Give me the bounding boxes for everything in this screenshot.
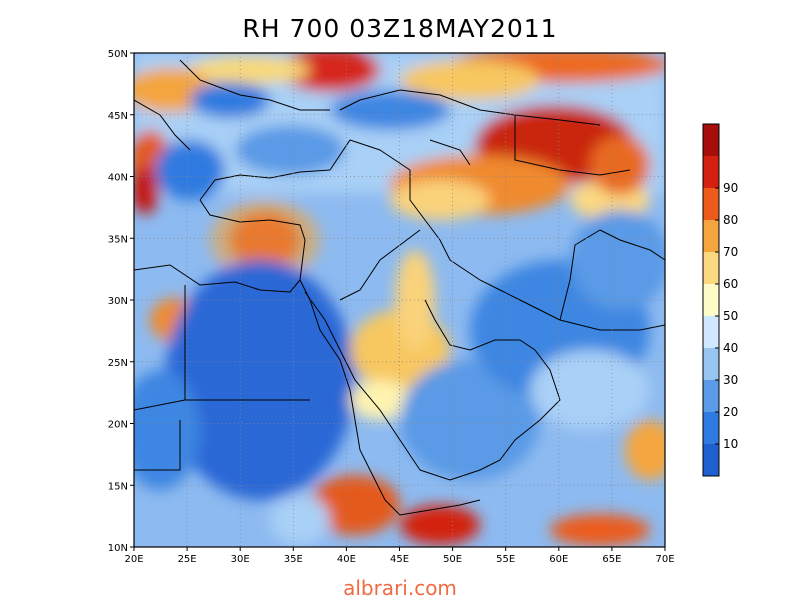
colorbar-segment xyxy=(703,412,719,444)
colorbar-label-20: 20 xyxy=(723,405,738,419)
humidity-field xyxy=(134,53,665,547)
lat-label-15N: 15N xyxy=(108,481,128,492)
lat-label-40N: 40N xyxy=(108,173,128,184)
longitude-labels: 20E 25E 30E 35E 40E 45E 50E 55E 60E 65E 70E xyxy=(124,547,675,565)
colorbar-segment xyxy=(703,220,719,252)
lon-label-50E: 50E xyxy=(443,554,462,565)
lon-label-20E: 20E xyxy=(124,554,143,565)
lon-label-40E: 40E xyxy=(337,554,356,565)
latitude-labels: 50N 45N 40N 35N 30N 25N 20N 15N 10N xyxy=(108,49,134,554)
colorbar-segment xyxy=(703,380,719,412)
colorbar-label-70: 70 xyxy=(723,245,738,259)
lat-label-25N: 25N xyxy=(108,358,128,369)
lat-label-50N: 50N xyxy=(108,49,128,60)
colorbar-label-30: 30 xyxy=(723,373,738,387)
colorbar-segment xyxy=(703,252,719,284)
lat-label-35N: 35N xyxy=(108,234,128,245)
colorbar-frame xyxy=(702,123,720,477)
colorbar-label-50: 50 xyxy=(723,309,738,323)
lon-label-70E: 70E xyxy=(655,554,674,565)
colorbar-segment xyxy=(703,188,719,220)
colorbar: 90 80 70 60 50 40 30 20 10 xyxy=(702,123,738,477)
colorbar-segment xyxy=(703,348,719,380)
colorbar-segment xyxy=(703,124,719,156)
map-title: RH 700 03Z18MAY2011 xyxy=(242,14,558,43)
colorbar-segment xyxy=(703,316,719,348)
lon-label-30E: 30E xyxy=(231,554,250,565)
colorbar-label-90: 90 xyxy=(723,181,738,195)
lon-label-60E: 60E xyxy=(549,554,568,565)
colorbar-segment xyxy=(703,284,719,316)
watermark-text: albrari.com xyxy=(343,576,457,600)
lat-label-20N: 20N xyxy=(108,420,128,431)
colorbar-label-60: 60 xyxy=(723,277,738,291)
lon-label-25E: 25E xyxy=(178,554,197,565)
lon-label-35E: 35E xyxy=(284,554,303,565)
colorbar-segment xyxy=(703,156,719,188)
graticule xyxy=(134,53,665,547)
colorbar-segment xyxy=(703,444,719,476)
lat-label-10N: 10N xyxy=(108,543,128,554)
lon-label-65E: 65E xyxy=(602,554,621,565)
colorbar-label-80: 80 xyxy=(723,213,738,227)
colorbar-label-40: 40 xyxy=(723,341,738,355)
lon-label-45E: 45E xyxy=(390,554,409,565)
coastlines xyxy=(134,59,665,516)
colorbar-label-10: 10 xyxy=(723,437,738,451)
lat-label-45N: 45N xyxy=(108,111,128,122)
lon-label-55E: 55E xyxy=(496,554,515,565)
lat-label-30N: 30N xyxy=(108,296,128,307)
